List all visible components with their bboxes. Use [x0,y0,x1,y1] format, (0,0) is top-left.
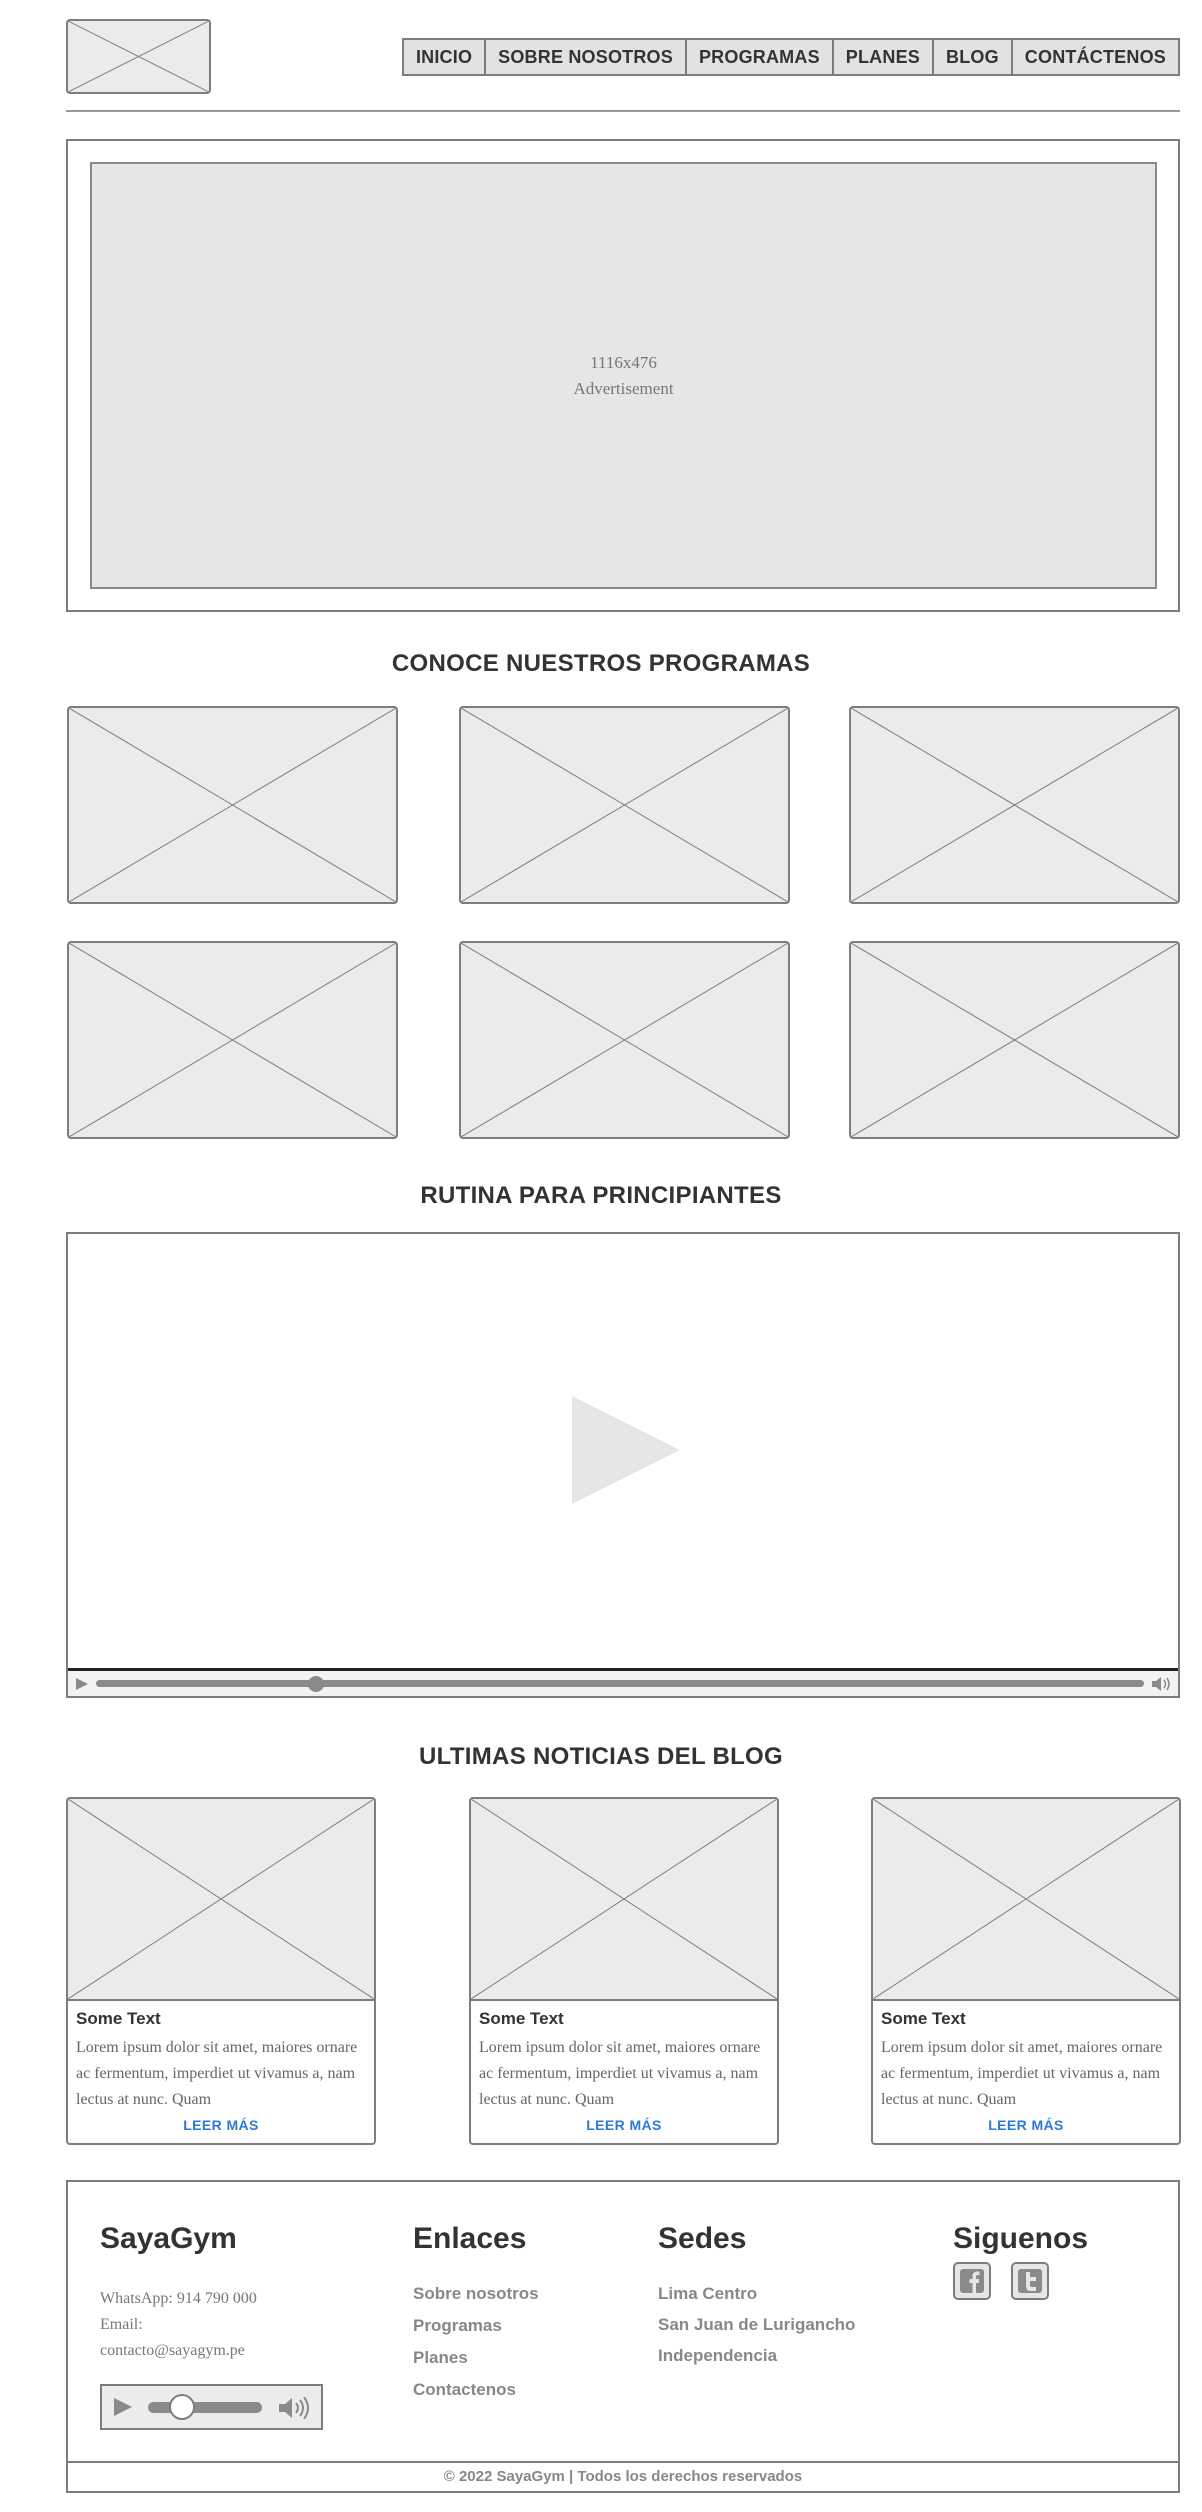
play-icon[interactable] [114,2398,132,2416]
footer-link-programas[interactable]: Programas [413,2316,502,2335]
copyright-text: © 2022 SayaGym | Todos los derechos rese… [443,2468,803,2485]
video-progress-thumb[interactable] [308,1676,325,1692]
blog-card: Some Text Lorem ipsum dolor sit amet, ma… [469,1797,779,2145]
program-image[interactable] [459,941,790,1139]
read-more-link[interactable]: LEER MÁS [586,2117,662,2133]
audio-volume-thumb[interactable] [169,2394,196,2420]
video-progress-track[interactable] [96,1680,1144,1687]
program-image[interactable] [849,706,1180,904]
footer-link-planes[interactable]: Planes [413,2348,468,2367]
footer-brand: SayaGym [100,2222,237,2255]
program-image[interactable] [849,941,1180,1139]
routine-title: RUTINA PARA PRINCIPIANTES [420,1182,782,1209]
footer-links-title: Enlaces [413,2222,527,2255]
program-image[interactable] [67,706,398,904]
twitter-icon[interactable] [1011,2262,1049,2300]
nav-item-programas[interactable]: PROGRAMAS [684,40,832,74]
blog-card: Some Text Lorem ipsum dolor sit amet, ma… [66,1797,376,2145]
footer-email-label: Email: [100,2316,143,2333]
audio-player[interactable] [100,2384,323,2430]
blog-card-image[interactable] [873,1799,1179,2001]
footer-sede-independencia[interactable]: Independencia [658,2346,778,2365]
blog-card: Some Text Lorem ipsum dolor sit amet, ma… [871,1797,1181,2145]
footer-email[interactable]: contacto@sayagym.pe [100,2342,245,2359]
footer-link-sobre-nosotros[interactable]: Sobre nosotros [413,2284,539,2303]
blog-card-image[interactable] [68,1799,374,2001]
nav-item-planes[interactable]: PLANES [831,40,932,74]
ad-size-label: 1116x476 [590,352,657,372]
ad-label: Advertisement [573,378,674,398]
footer-sede-sjl[interactable]: San Juan de Lurigancho [658,2315,856,2334]
play-small-icon[interactable] [76,1678,88,1690]
header-divider [66,110,1180,112]
footer-whatsapp: WhatsApp: 914 790 000 [100,2290,257,2307]
audio-volume-track[interactable] [148,2402,262,2413]
blog-card-title: Some Text [881,2009,966,2028]
logo-placeholder[interactable] [66,19,211,94]
main-nav: INICIO SOBRE NOSOTROS PROGRAMAS PLANES B… [401,38,1180,76]
hero-advertisement[interactable]: 1116x476 Advertisement [90,162,1157,589]
nav-item-contactenos[interactable]: CONTÁCTENOS [1010,40,1178,74]
program-image[interactable] [459,706,790,904]
footer-link-contactenos[interactable]: Contactenos [413,2380,516,2399]
play-icon[interactable] [570,1394,682,1506]
programs-title: CONOCE NUESTROS PROGRAMAS [391,650,811,677]
read-more-link[interactable]: LEER MÁS [988,2117,1064,2133]
footer-social-title: Siguenos [953,2222,1089,2255]
read-more-link[interactable]: LEER MÁS [183,2117,259,2133]
facebook-icon[interactable] [953,2262,991,2300]
footer: SayaGym WhatsApp: 914 790 000 Email: con… [66,2180,1180,2493]
blog-card-body: Lorem ipsum dolor sit amet, maiores orna… [76,2039,358,2108]
blog-title: ULTIMAS NOTICIAS DEL BLOG [419,1743,783,1770]
hero-frame [66,139,1180,612]
video-player[interactable] [66,1232,1180,1698]
blog-card-body: Lorem ipsum dolor sit amet, maiores orna… [881,2039,1163,2108]
video-controls [68,1668,1178,1696]
footer-sede-lima-centro[interactable]: Lima Centro [658,2284,758,2303]
volume-icon[interactable] [279,2397,313,2419]
blog-card-title: Some Text [76,2009,161,2028]
program-image[interactable] [67,941,398,1139]
nav-item-sobre-nosotros[interactable]: SOBRE NOSOTROS [484,40,685,74]
volume-icon[interactable] [1152,1676,1172,1692]
blog-card-body: Lorem ipsum dolor sit amet, maiores orna… [479,2039,761,2108]
footer-sedes-title: Sedes [658,2222,747,2255]
footer-divider [68,2461,1178,2463]
nav-item-blog[interactable]: BLOG [932,40,1011,74]
blog-card-title: Some Text [479,2009,564,2028]
nav-item-inicio[interactable]: INICIO [415,46,473,67]
blog-card-image[interactable] [471,1799,777,2001]
